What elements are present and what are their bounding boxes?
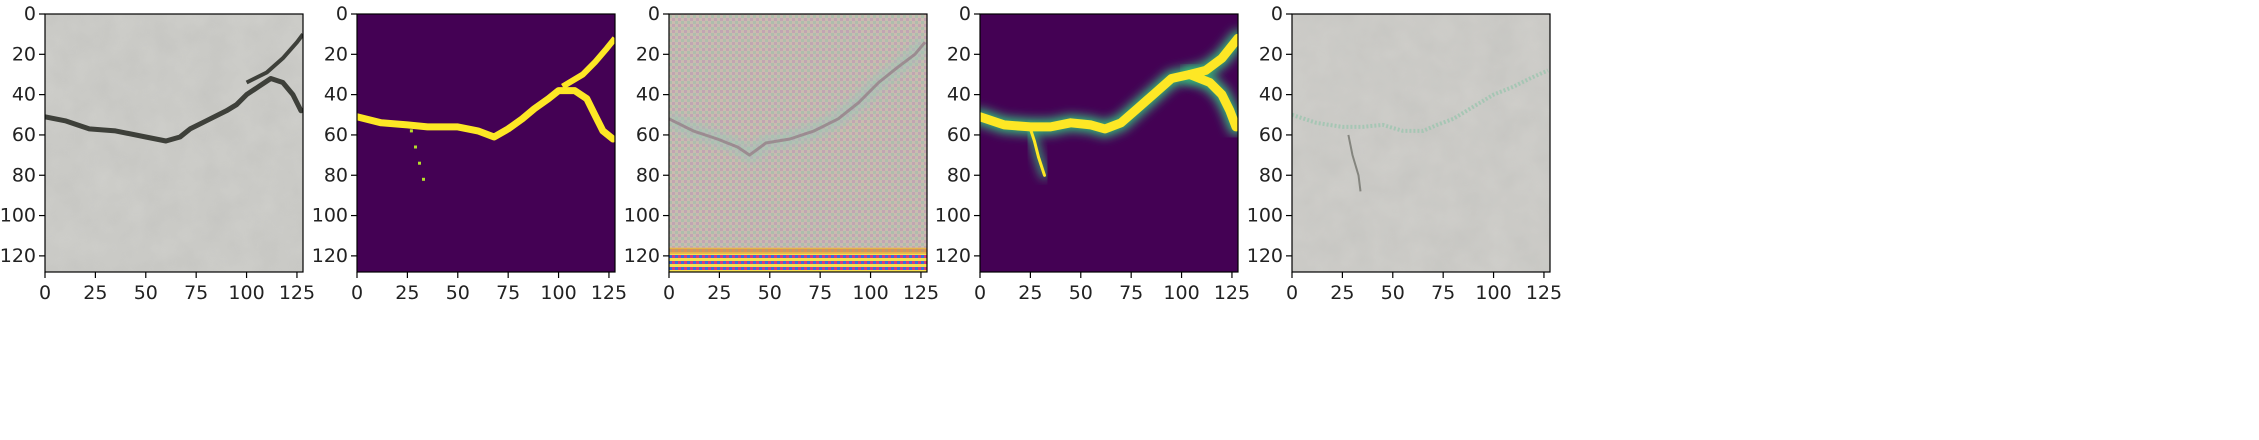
y-tick-label: 100 [1247,205,1283,227]
y-tick-label: 20 [947,43,971,65]
mask-spur-dot [409,129,413,133]
input-image-image [45,14,303,272]
overlay-image [1292,14,1550,272]
panel-ground-truth-mask: 0 25 50 75 100 125 0 20 40 60 80 100 120 [312,3,627,304]
x-tick-label: 0 [663,282,675,304]
y-tick-label: 80 [324,164,348,186]
y-tick-label: 20 [12,43,36,65]
y-tick-label: 0 [959,3,971,25]
y-tick-label: 40 [324,84,348,106]
axes-frame [356,13,616,273]
overlay-line [1292,68,1549,133]
y-tick-label: 60 [636,124,660,146]
mask-spur-dot [418,161,421,165]
panel-input-image: 0 25 50 75 100 125 0 20 40 60 80 100 120 [0,3,315,304]
x-tick-label: 50 [446,282,470,304]
y-tick-label: 120 [1247,245,1283,267]
feature-crack [669,41,927,157]
y-tick-label: 100 [312,205,348,227]
x-tick-label: 100 [1163,282,1199,304]
x-tick-label: 25 [1018,282,1042,304]
y-tick-label: 60 [12,124,36,146]
x-tick-label: 25 [395,282,419,304]
panel-predicted-mask: 0 25 50 75 100 125 0 20 40 60 80 100 120 [935,3,1250,304]
y-tick-label: 0 [24,3,36,25]
x-tick-label: 0 [39,282,51,304]
x-tick-label: 125 [903,282,939,304]
y-tick-label: 100 [0,205,36,227]
y-tick-label: 60 [1259,124,1283,146]
crack-line [45,76,303,144]
x-tick-label: 0 [351,282,363,304]
x-tick-label: 50 [1381,282,1405,304]
mask-branch [561,36,615,90]
y-tick-label: 80 [1259,164,1283,186]
y-tick-label: 120 [624,245,660,267]
y-tick-label: 80 [636,164,660,186]
y-tick-label: 20 [324,43,348,65]
x-tick-label: 75 [496,282,520,304]
y-tick-label: 120 [0,245,36,267]
y-tick-label: 60 [947,124,971,146]
axes-frame [668,13,928,273]
y-tick-label: 100 [935,205,971,227]
axes-frame [44,13,304,273]
y-tick-label: 40 [12,84,36,106]
x-tick-label: 100 [540,282,576,304]
axes-frame [1291,13,1551,273]
x-tick-label: 0 [1286,282,1298,304]
y-tick-label: 100 [624,205,660,227]
y-tick-label: 40 [636,84,660,106]
y-tick-label: 40 [947,84,971,106]
y-tick-label: 0 [336,3,348,25]
x-tick-label: 25 [83,282,107,304]
y-tick-label: 20 [1259,43,1283,65]
y-tick-label: 120 [312,245,348,267]
x-tick-label: 25 [1330,282,1354,304]
x-tick-label: 125 [1214,282,1250,304]
panel-overlay: 0 25 50 75 100 125 0 20 40 60 80 100 120 [1247,3,1562,304]
pred-crack [1028,127,1046,177]
y-tick-label: 0 [1271,3,1283,25]
y-tick-label: 40 [1259,84,1283,106]
x-tick-label: 75 [184,282,208,304]
y-tick-label: 80 [947,164,971,186]
axes-frame [979,13,1239,273]
predicted-mask-image [980,14,1238,272]
mask-spur-dot [422,177,425,181]
feature-visualization-image [669,14,927,272]
pred-crack [980,33,1238,134]
crack-branch [245,33,303,85]
x-tick-label: 125 [591,282,627,304]
y-tick-label: 120 [935,245,971,267]
x-tick-label: 75 [1431,282,1455,304]
mask-spur-dot [414,145,417,149]
panel-feature-visualization: 0 25 50 75 100 125 0 20 40 60 80 100 120 [624,3,939,304]
x-tick-label: 125 [279,282,315,304]
x-tick-label: 50 [134,282,158,304]
y-tick-label: 60 [324,124,348,146]
x-tick-label: 100 [1475,282,1511,304]
x-tick-label: 50 [1069,282,1093,304]
x-tick-label: 100 [852,282,888,304]
x-tick-label: 100 [228,282,264,304]
y-tick-label: 0 [648,3,660,25]
mask-crack [357,87,615,143]
y-tick-label: 80 [12,164,36,186]
ground-truth-mask-image [357,14,615,272]
x-tick-label: 50 [758,282,782,304]
pred-crack [1185,70,1238,132]
x-tick-label: 125 [1526,282,1562,304]
x-tick-label: 0 [974,282,986,304]
y-tick-label: 20 [636,43,660,65]
crack-streak [1347,134,1362,192]
x-tick-label: 75 [808,282,832,304]
x-tick-label: 75 [1119,282,1143,304]
x-tick-label: 25 [707,282,731,304]
